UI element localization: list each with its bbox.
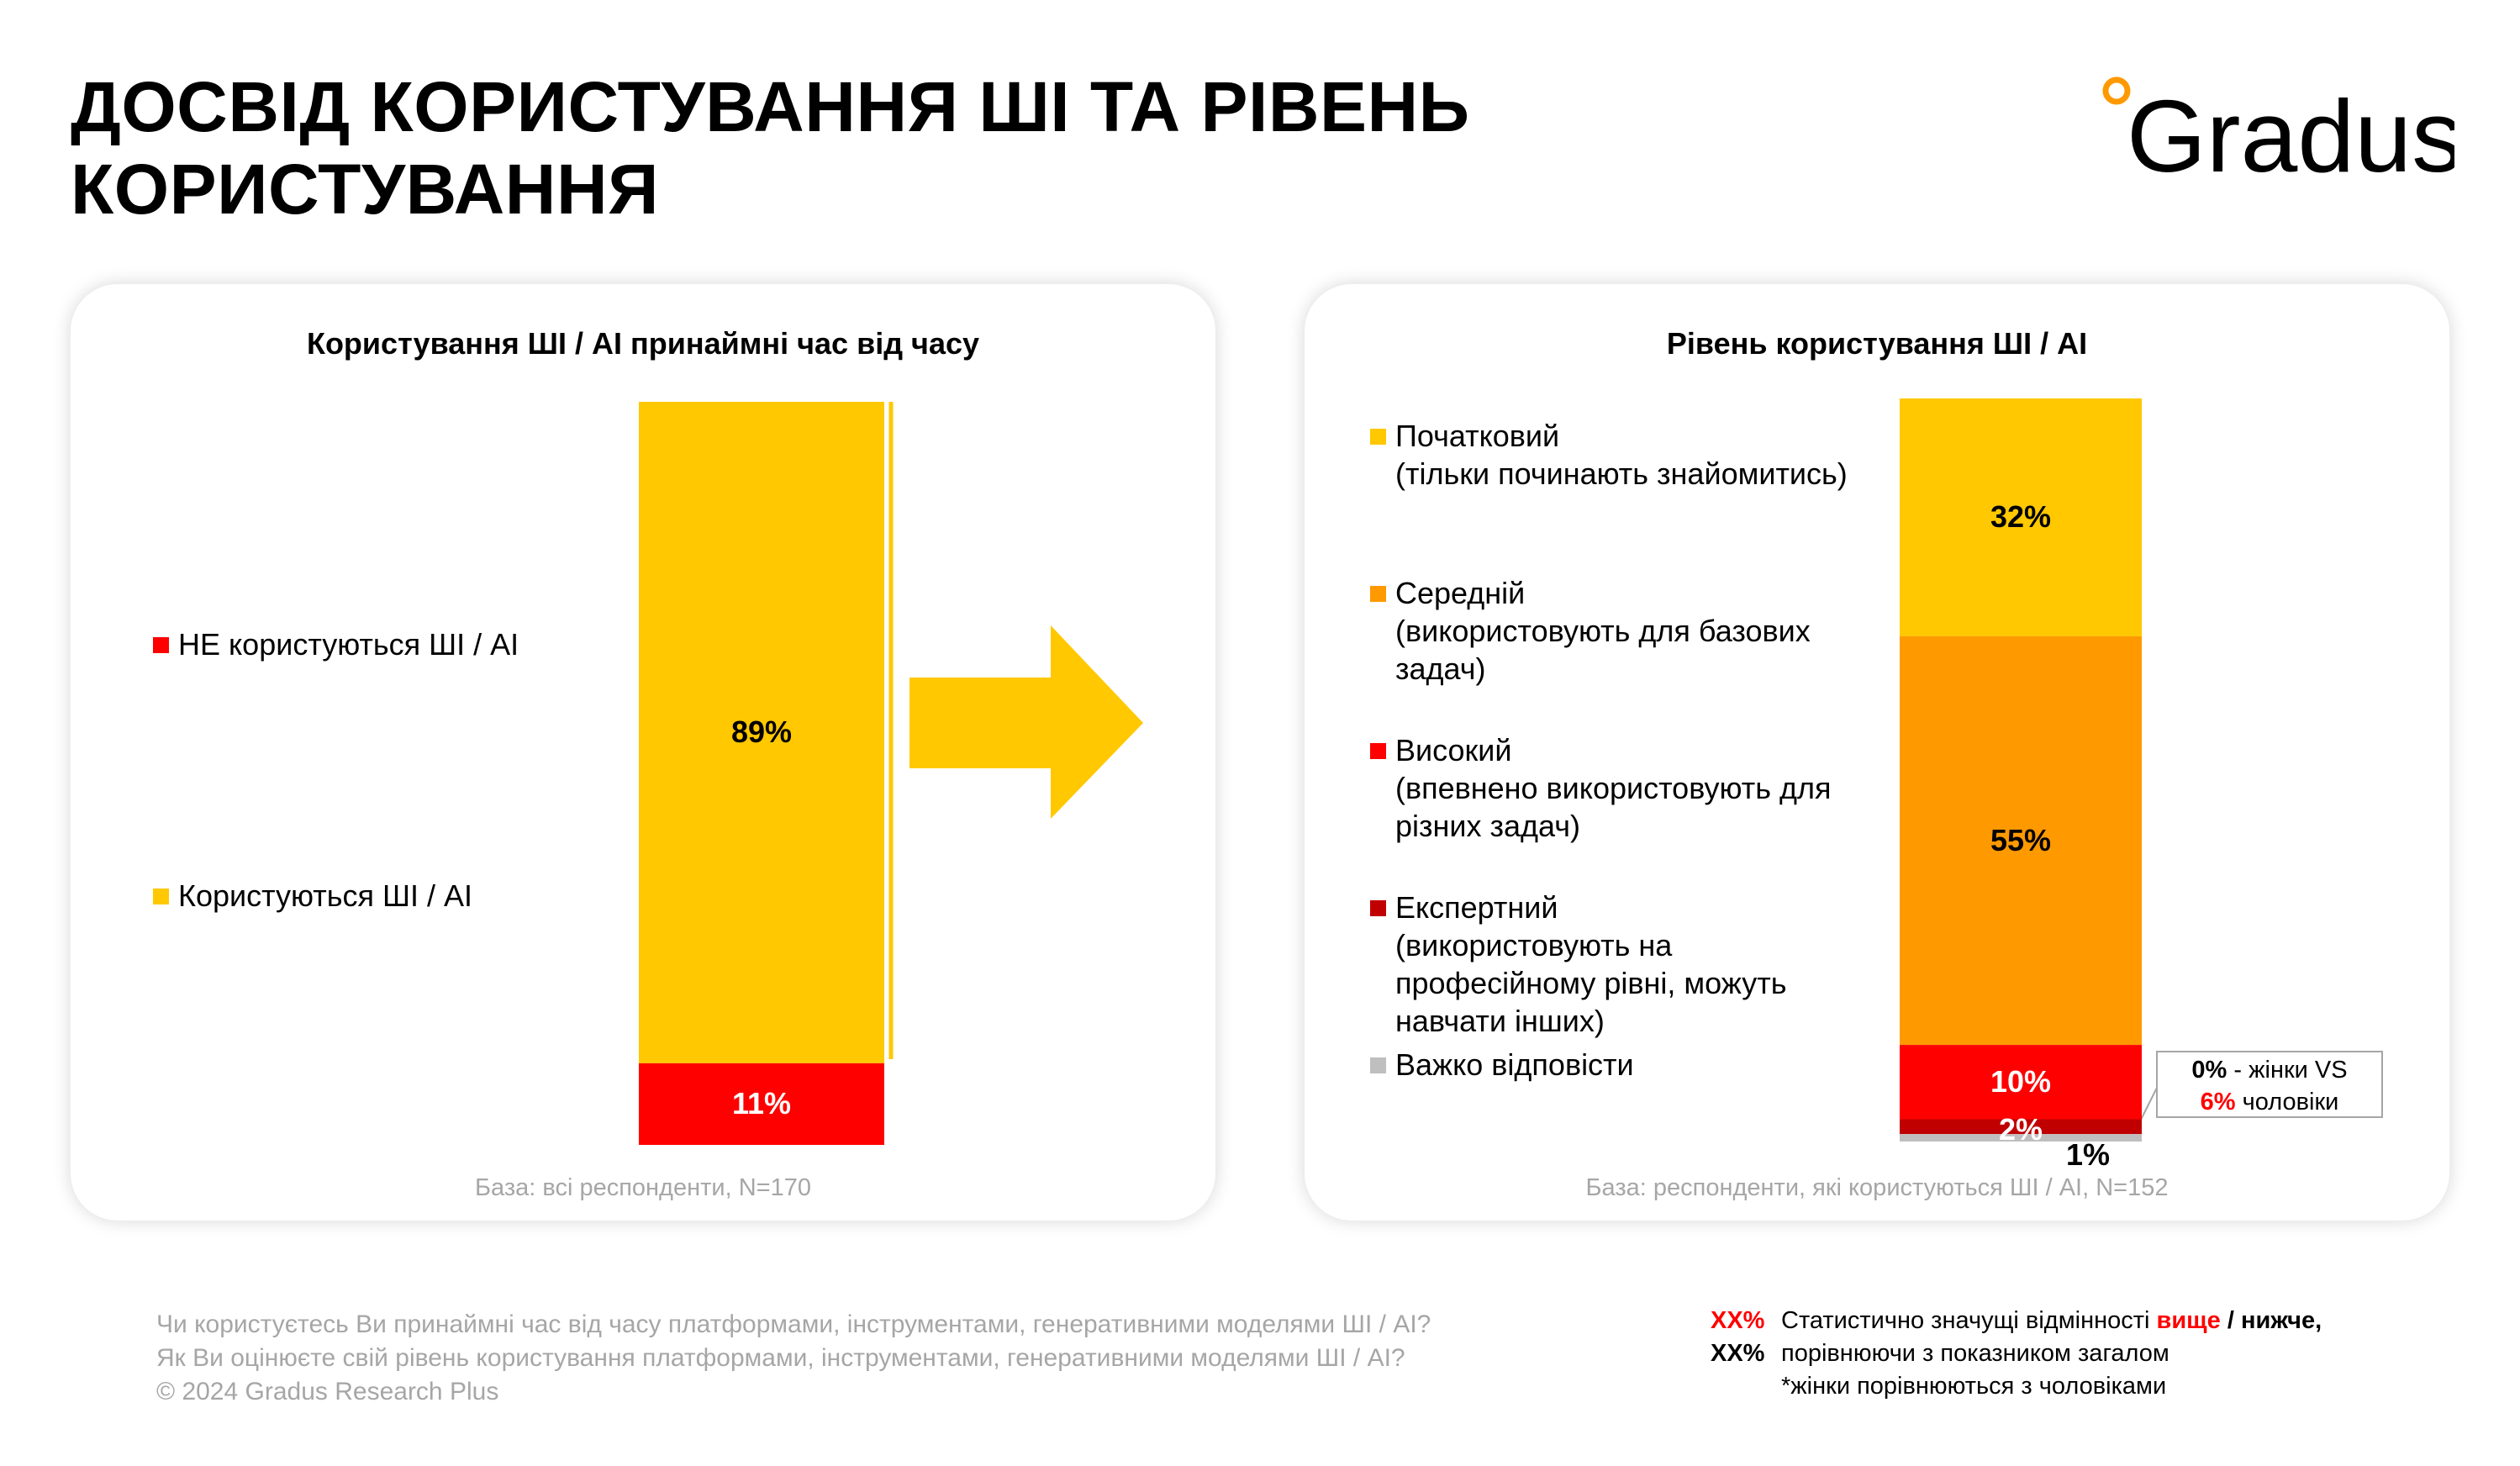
sig-separator: / [2220, 1307, 2241, 1334]
legend-swatch-users [153, 889, 169, 904]
level-bar-segment-0 [1900, 398, 2142, 636]
legend-label-beginner: Початковий [1395, 419, 1560, 453]
callout-line-2: 6% чоловіки [2158, 1086, 2381, 1118]
legend-item-beginner: Початковий (тільки починають знайомитись… [1370, 417, 1959, 493]
usage-value-label-users: 89% [730, 715, 793, 750]
level-value-label-hard-to-say: 1% [2065, 1137, 2111, 1172]
legend-label-intermediate: Середній [1395, 576, 1526, 610]
legend-desc-expert-2: професійному рівні, можуть [1395, 966, 1787, 1000]
usage-bar-segment-0 [639, 1063, 884, 1145]
legend-desc-intermediate-2: задач) [1395, 651, 1486, 686]
level-value-label-intermediate: 55% [1990, 822, 2052, 857]
legend-label-non-users: НЕ користуються ШІ / AI [178, 627, 519, 662]
legend-item-expert: Експертний (використовують на професійно… [1370, 889, 1959, 1040]
gradus-logo: Gradus [2102, 76, 2454, 187]
callout-women-text: - жінки VS [2227, 1057, 2348, 1084]
usage-base-note: База: всі респонденти, N=170 [475, 1174, 811, 1201]
level-bar-segment-3 [1900, 1119, 2142, 1135]
legend-swatch-advanced [1370, 743, 1386, 759]
legend-swatch-non-users [153, 637, 169, 653]
legend-item-hard-to-say: Важко відповісти [1370, 1046, 1959, 1084]
callout-men-value: 6% [2200, 1089, 2236, 1115]
sig-lower-word: нижче, [2240, 1307, 2322, 1334]
level-value-label-expert: 2% [1998, 1112, 2043, 1147]
arrow-icon [909, 625, 1143, 819]
legend-swatch-hard-to-say [1370, 1057, 1386, 1073]
callout-line-1: 0% - жінки VS [2158, 1054, 2381, 1086]
sig-line-2: порівнюючи з показником загалом [1781, 1340, 2169, 1367]
sig-marker-higher: XX% [1711, 1307, 1765, 1334]
sig-line-1: Статистично значущі відмінності вище / н… [1781, 1305, 2322, 1337]
legend-desc-advanced-1: (впевнено використовують для [1395, 771, 1832, 805]
level-base-note: База: респонденти, які користуються ШІ /… [1585, 1174, 2169, 1201]
legend-desc-advanced-2: різних задач) [1395, 809, 1581, 843]
footer-question-2: Як Ви оцінюєте свій рівень користування … [156, 1344, 1405, 1372]
callout-men-text: чоловіки [2235, 1089, 2339, 1115]
footer-question-1: Чи користуєтесь Ви принаймні час від час… [156, 1310, 1431, 1338]
gender-callout: 0% - жінки VS 6% чоловіки [2156, 1051, 2383, 1118]
level-bar-segment-4 [1900, 1134, 2142, 1142]
sig-line-1-text: Статистично значущі відмінності [1781, 1307, 2157, 1334]
usage-bar-segment-1 [639, 402, 884, 1063]
legend-label-expert: Експертний [1395, 890, 1558, 925]
legend-item-advanced: Високий (впевнено використовують для різ… [1370, 731, 1959, 845]
page-title-line-1: ДОСВІД КОРИСТУВАННЯ ШІ ТА РІВЕНЬ [71, 67, 1470, 146]
level-bar-segment-2 [1900, 1045, 2142, 1120]
legend-item-users: Користуються ШІ / AI [153, 877, 472, 915]
page-title-line-2: КОРИСТУВАННЯ [71, 150, 659, 229]
sig-marker-lower: XX% [1711, 1340, 1765, 1367]
legend-swatch-beginner [1370, 429, 1386, 445]
level-value-label-advanced: 10% [1990, 1064, 2052, 1100]
significance-legend: XX% XX% Статистично значущі відмінності … [1711, 1305, 2383, 1405]
level-panel: Рівень користування ШІ / AI База: респон… [1305, 284, 2449, 1221]
callout-women-value: 0% [2191, 1057, 2227, 1084]
legend-desc-intermediate-1: (використовують для базових [1395, 614, 1811, 648]
legend-label-hard-to-say: Важко відповісти [1395, 1047, 1634, 1082]
legend-desc-expert-3: навчати інших) [1395, 1004, 1605, 1038]
logo-text: Gradus [2127, 79, 2454, 187]
legend-item-intermediate: Середній (використовують для базових зад… [1370, 574, 1959, 688]
usage-chart-title: Користування ШІ / AI принаймні час від ч… [306, 326, 980, 361]
level-bar-segment-1 [1900, 635, 2142, 1046]
level-value-label-beginner: 32% [1990, 499, 2052, 535]
page-title: ДОСВІД КОРИСТУВАННЯ ШІ ТА РІВЕНЬ КОРИСТУ… [71, 66, 1668, 230]
sig-line-3: *жінки порівнюються з чоловіками [1781, 1373, 2167, 1400]
legend-label-advanced: Високий [1395, 733, 1512, 767]
callout-connector [2139, 1087, 2158, 1122]
footer-questions: Чи користуєтесь Ви принаймні час від час… [156, 1308, 1431, 1409]
sig-higher-word: вище [2156, 1307, 2221, 1334]
legend-swatch-intermediate [1370, 586, 1386, 602]
legend-desc-beginner: (тільки починають знайомитись) [1395, 456, 1848, 491]
level-chart-title: Рівень користування ШІ / AI [1666, 326, 2088, 361]
footer-copyright: © 2024 Gradus Research Plus [156, 1378, 499, 1405]
legend-item-non-users: НЕ користуються ШІ / AI [153, 625, 519, 663]
legend-desc-expert-1: (використовують на [1395, 928, 1673, 962]
usage-value-label-non-users: 11% [731, 1086, 792, 1121]
legend-swatch-expert [1370, 900, 1386, 916]
legend-label-users: Користуються ШІ / AI [178, 878, 472, 913]
